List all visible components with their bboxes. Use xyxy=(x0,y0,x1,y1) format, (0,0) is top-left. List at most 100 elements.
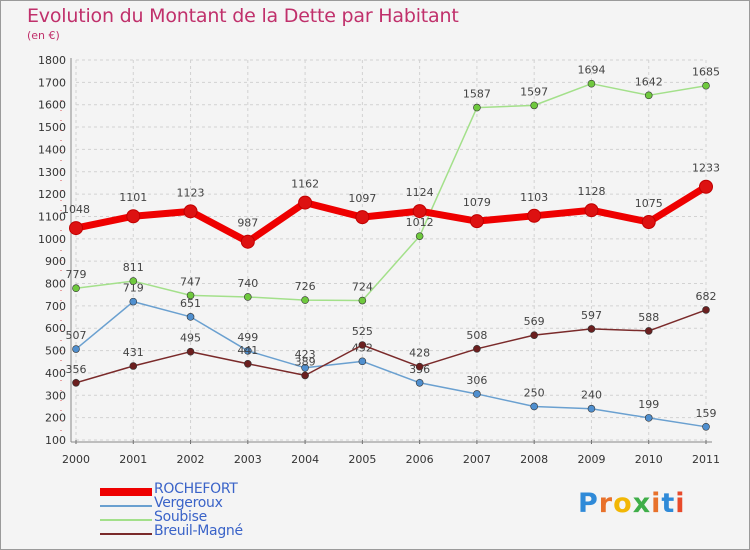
data-point xyxy=(641,215,656,230)
data-point xyxy=(244,347,252,355)
y-tick-label: 1200 xyxy=(38,188,66,201)
x-tick-label: 2008 xyxy=(520,453,548,466)
data-point xyxy=(702,81,710,90)
data-label: 159 xyxy=(696,407,717,420)
data-label: 525 xyxy=(352,325,373,338)
data-label: 428 xyxy=(409,347,430,360)
data-label: 779 xyxy=(66,268,87,281)
data-point xyxy=(72,378,80,387)
logo-letter: i xyxy=(651,488,662,519)
data-point xyxy=(530,402,538,411)
data-label: 1128 xyxy=(577,185,605,198)
data-point xyxy=(644,91,653,100)
x-tick-label: 2007 xyxy=(463,453,491,466)
logo-letter: i xyxy=(675,488,686,519)
data-label: 356 xyxy=(66,363,87,376)
data-point xyxy=(244,359,252,368)
data-label: 651 xyxy=(180,297,201,310)
legend-swatch xyxy=(100,505,152,507)
data-label: 508 xyxy=(466,329,487,342)
data-point xyxy=(129,362,138,370)
data-label: 811 xyxy=(123,261,144,274)
series-line-breuil-magné xyxy=(75,309,707,384)
data-point xyxy=(72,284,80,293)
series-line-soubise xyxy=(75,82,707,302)
data-point xyxy=(530,101,538,110)
legend-label: Vergeroux xyxy=(154,495,223,511)
logo-letter: r xyxy=(598,488,614,519)
data-point xyxy=(469,214,484,229)
data-label: 726 xyxy=(295,280,316,293)
data-label: 588 xyxy=(638,311,659,324)
series-line-vergeroux xyxy=(75,300,707,428)
series-line-rochefort xyxy=(75,183,708,246)
data-label: 1694 xyxy=(577,64,605,77)
data-label: 431 xyxy=(123,346,144,359)
y-tick-label: 900 xyxy=(45,255,66,268)
data-label: 597 xyxy=(581,309,602,322)
y-tick-label: 1100 xyxy=(38,210,66,223)
data-point xyxy=(473,103,481,112)
plot-area xyxy=(76,60,706,440)
data-point xyxy=(358,357,367,366)
data-label: 1123 xyxy=(177,186,205,199)
x-tick-label: 2000 xyxy=(62,453,90,466)
legend-swatch xyxy=(100,488,152,496)
data-label: 1587 xyxy=(463,88,491,101)
y-tick-label: 1800 xyxy=(38,54,66,67)
data-point xyxy=(412,204,427,219)
logo-letter: P xyxy=(578,488,599,519)
legend-swatch xyxy=(100,533,152,535)
y-tick-label: 600 xyxy=(45,322,66,335)
data-label: 1597 xyxy=(520,85,548,98)
data-point xyxy=(129,297,138,306)
data-point xyxy=(415,362,424,371)
data-point xyxy=(415,378,424,387)
data-point xyxy=(298,195,313,210)
data-label: 1685 xyxy=(692,66,720,79)
y-tick-label: 1600 xyxy=(38,99,66,112)
data-point xyxy=(587,325,596,333)
data-point xyxy=(358,296,367,305)
x-tick-label: 2005 xyxy=(348,453,376,466)
x-tick-label: 2004 xyxy=(291,453,319,466)
data-point xyxy=(415,232,424,240)
data-point xyxy=(240,234,255,249)
proxiti-logo: Proxiti xyxy=(578,488,686,519)
data-point xyxy=(587,79,596,88)
data-point xyxy=(644,414,653,422)
data-label: 1075 xyxy=(635,197,663,210)
logo-letter: t xyxy=(661,488,676,519)
data-label: 1048 xyxy=(62,203,90,216)
data-point xyxy=(584,203,599,218)
data-label: 719 xyxy=(123,282,144,295)
data-point xyxy=(72,345,80,353)
data-label: 1101 xyxy=(119,191,147,204)
y-tick-label: 1000 xyxy=(38,233,66,246)
data-label: 682 xyxy=(696,290,717,303)
data-label: 507 xyxy=(66,329,87,342)
chart-title: Evolution du Montant de la Dette par Hab… xyxy=(27,5,459,27)
legend-label: Breuil-Magné xyxy=(154,523,243,539)
y-tick-label: 1700 xyxy=(38,76,66,89)
x-tick-label: 2001 xyxy=(119,453,147,466)
x-tick-label: 2010 xyxy=(635,453,663,466)
data-point xyxy=(644,327,653,335)
x-tick-label: 2009 xyxy=(577,453,605,466)
y-tick-label: 300 xyxy=(45,389,66,402)
y-tick-label: 100 xyxy=(45,434,66,447)
data-point xyxy=(702,306,710,314)
data-label: 1233 xyxy=(692,162,720,175)
data-label: 240 xyxy=(581,389,602,402)
legend-label: Soubise xyxy=(154,509,207,525)
data-point xyxy=(587,404,596,413)
x-tick-label: 2006 xyxy=(406,453,434,466)
data-point xyxy=(699,179,713,194)
y-tick-label: 400 xyxy=(45,367,66,380)
data-point xyxy=(358,341,367,349)
logo-letter: x xyxy=(632,488,652,519)
data-point xyxy=(473,390,481,398)
data-label: 987 xyxy=(237,217,258,230)
data-label: 724 xyxy=(352,281,373,294)
